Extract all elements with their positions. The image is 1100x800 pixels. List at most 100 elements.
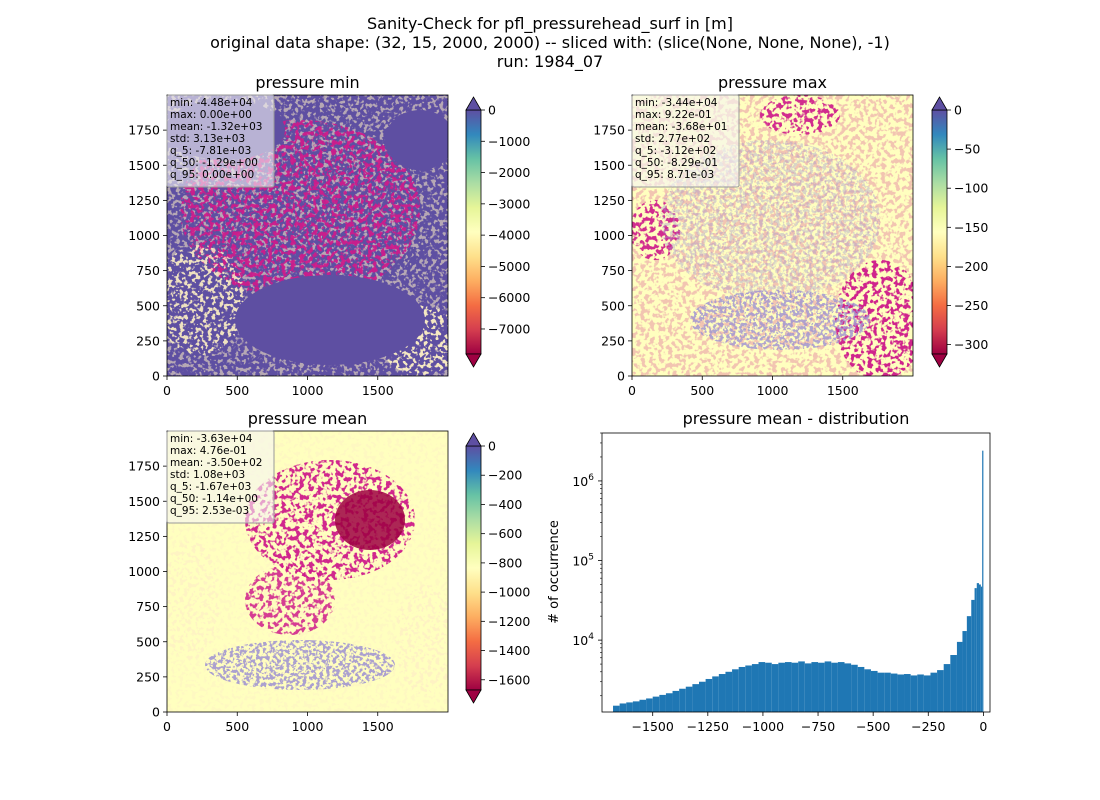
- histogram-bar: [692, 684, 699, 712]
- histogram-bar: [930, 672, 938, 712]
- x-axis: 0 500 1000 1500: [628, 376, 859, 398]
- histogram-bar: [962, 631, 967, 712]
- stats-line: q_5: -3.12e+02: [635, 145, 716, 157]
- y-tick-label: 1250: [593, 193, 625, 208]
- stats-line: q_95: 2.53e-03: [170, 505, 249, 517]
- x-tick-label: 1000: [757, 383, 789, 398]
- colorbar-tick-label: −200: [954, 259, 988, 274]
- x-tick-label: −750: [801, 719, 835, 734]
- histogram-bar: [917, 674, 924, 712]
- y-tick-label: 1250: [128, 193, 160, 208]
- y-tick-label: 1000: [593, 228, 625, 243]
- colorbar-gradient: [931, 109, 948, 355]
- y-tick-label: 106: [572, 473, 594, 489]
- histogram-bar: [778, 662, 785, 712]
- colorbar-tick-label: −800: [488, 555, 522, 570]
- x-tick-label: 0: [163, 719, 171, 734]
- x-tick-label: 1500: [827, 383, 859, 398]
- x-axis: 0 500 1000 1500: [163, 376, 394, 398]
- histogram-bar: [705, 678, 713, 712]
- histogram-bar: [791, 662, 799, 712]
- colorbar-extend-max: [931, 96, 948, 111]
- histogram-bar: [877, 672, 885, 712]
- histogram-bar: [897, 674, 905, 712]
- y-tick-base: 10: [572, 474, 588, 489]
- colorbar-tick-label: −1000: [488, 134, 530, 149]
- y-axis: 0 250 500 750 1000 1250 1500 1750: [593, 123, 632, 384]
- histogram-bar: [665, 693, 673, 712]
- panel-pressure-mean: pressure mean 0 500 1000 1500 0 250 500 750 100…: [128, 409, 530, 734]
- histogram-bar: [626, 702, 633, 712]
- x-axis: −1500 −1250 −1000 −750 −500 −250 0: [632, 712, 987, 734]
- y-tick-label: 250: [136, 669, 160, 684]
- histogram-bar: [937, 670, 944, 712]
- histogram-bar: [732, 669, 739, 712]
- histogram-bar: [864, 669, 871, 712]
- histogram-bar: [632, 701, 640, 712]
- histogram-bar: [890, 673, 898, 712]
- axes-frame: [601, 432, 991, 713]
- histogram-bar: [976, 583, 979, 712]
- stats-line: max: 9.22e-01: [635, 109, 712, 121]
- x-tick-label: −1250: [687, 719, 729, 734]
- colorbar-extend-max: [465, 96, 482, 111]
- stats-line: mean: -3.68e+01: [635, 121, 727, 133]
- colorbar-tick-label: −300: [954, 337, 988, 352]
- panel-title: pressure mean: [248, 409, 368, 428]
- y-tick-label: 1000: [128, 564, 160, 579]
- histogram-bar: [956, 641, 963, 712]
- stats-line: mean: -1.32e+03: [170, 121, 262, 133]
- colorbar-tick-label: −400: [488, 497, 522, 512]
- histogram-bar: [771, 664, 779, 712]
- colorbar-tick-label: −100: [954, 181, 988, 196]
- y-tick-label: 1750: [128, 123, 160, 138]
- histogram-bar: [784, 662, 792, 712]
- histogram-bars: [613, 450, 984, 712]
- y-tick-exponent: 5: [588, 553, 594, 563]
- histogram-bar: [639, 699, 647, 712]
- colorbar-tick-label: −1200: [488, 614, 530, 629]
- x-tick-label: −1000: [742, 719, 784, 734]
- x-tick-label: 1500: [362, 719, 394, 734]
- histogram-bar: [978, 584, 981, 712]
- colorbar-tick-label: −2000: [488, 165, 530, 180]
- x-tick-label: −500: [856, 719, 890, 734]
- x-tick-label: 1500: [362, 383, 394, 398]
- colorbar-tick-label: −250: [954, 298, 988, 313]
- suptitle-line: original data shape: (32, 15, 2000, 2000…: [210, 33, 890, 52]
- colorbar-tick-label: −600: [488, 526, 522, 541]
- histogram-bar: [765, 662, 772, 712]
- histogram-bar: [837, 662, 845, 712]
- x-tick-label: 0: [628, 383, 636, 398]
- histogram-bar: [923, 675, 931, 712]
- y-tick-label: 1500: [128, 158, 160, 173]
- stats-box-background: [631, 94, 740, 188]
- panel-pressure-max: pressure max 0 500 1000 1500 0 250 500 750 1000…: [593, 73, 988, 398]
- histogram-bar: [831, 662, 838, 712]
- histogram-bar: [950, 655, 957, 712]
- y-tick-label: 250: [601, 333, 625, 348]
- histogram-bar: [818, 662, 825, 712]
- panel-title: pressure max: [718, 73, 827, 92]
- colorbar-tick-label: 0: [488, 103, 496, 118]
- y-tick-label: 104: [572, 632, 594, 648]
- x-tick-label: 500: [225, 719, 249, 734]
- histogram-bar: [619, 703, 627, 712]
- y-tick-exponent: 6: [588, 473, 594, 483]
- y-tick-label: 1750: [128, 459, 160, 474]
- histogram-bar: [904, 674, 911, 712]
- histogram-bar: [659, 694, 666, 712]
- histogram-bar: [857, 666, 865, 712]
- histogram-bar: [980, 586, 983, 712]
- colorbar-tick-label: −150: [954, 220, 988, 235]
- histogram-bar: [652, 696, 660, 712]
- x-tick-label: −1500: [632, 719, 674, 734]
- histogram-bar: [971, 599, 975, 712]
- x-tick-label: 500: [225, 383, 249, 398]
- histogram-bar: [699, 681, 706, 712]
- colorbar: 0 −50 −100 −150 −200 −250 −300: [931, 96, 988, 368]
- colorbar-tick-label: 0: [488, 439, 496, 454]
